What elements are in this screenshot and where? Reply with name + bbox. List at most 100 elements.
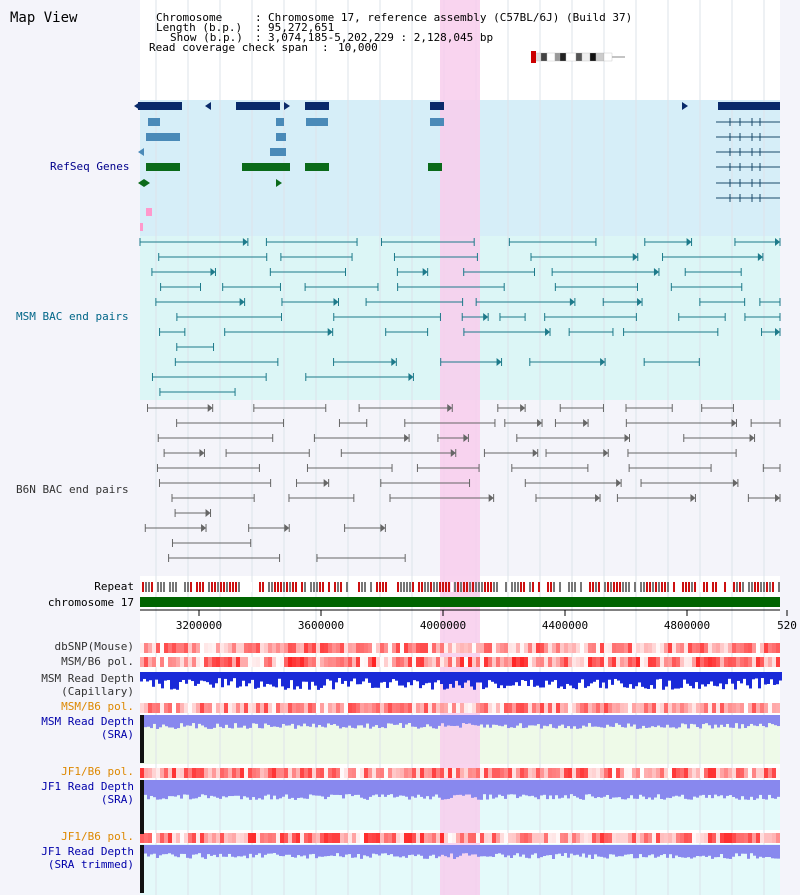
depth-bar	[503, 672, 506, 689]
repeat-feature	[529, 582, 531, 592]
depth-bar	[237, 780, 240, 796]
track-label-refseq-genes[interactable]: RefSeq Genes	[50, 160, 130, 173]
depth-bar	[534, 845, 537, 854]
depth-bar	[180, 780, 183, 799]
depth-bar	[609, 780, 612, 799]
depth-bar	[290, 672, 293, 681]
polymorphism-cell	[548, 643, 552, 653]
track-label-msm-bac[interactable]: MSM BAC end pairs	[16, 310, 129, 323]
polymorphism-cell	[224, 833, 228, 843]
depth-bar	[240, 780, 243, 800]
polymorphism-cell	[192, 703, 196, 713]
polymorphism-cell	[736, 833, 740, 843]
depth-bar	[623, 672, 626, 688]
depth-bar	[513, 780, 516, 795]
depth-bar	[594, 845, 597, 855]
depth-bar	[542, 672, 545, 688]
track-label-msm-b6-pol-2[interactable]: MSM/B6 pol.	[61, 700, 134, 713]
depth-bar	[492, 715, 495, 725]
depth-bar	[183, 845, 186, 854]
polymorphism-cell	[676, 657, 680, 667]
polymorphism-cell	[492, 833, 496, 843]
depth-bar	[170, 672, 173, 690]
polymorphism-cell	[612, 833, 616, 843]
gene-feature	[276, 133, 286, 141]
polymorphism-cell	[480, 833, 484, 843]
depth-bar	[249, 780, 252, 800]
track-label-jf1-b6-pol-1[interactable]: JF1/B6 pol.	[61, 765, 134, 778]
polymorphism-cell	[168, 833, 172, 843]
polymorphism-cell	[244, 768, 248, 778]
depth-bar	[213, 845, 216, 855]
depth-bar	[528, 780, 531, 797]
polymorphism-cell	[352, 703, 356, 713]
polymorphism-cell	[592, 657, 596, 667]
polymorphism-cell	[320, 703, 324, 713]
polymorphism-cell	[396, 833, 400, 843]
repeat-feature	[607, 582, 609, 592]
depth-bar	[387, 715, 390, 724]
polymorphism-cell	[400, 657, 404, 667]
depth-bar	[669, 780, 672, 799]
track-label-jf1-depth-trim[interactable]: JF1 Read Depth	[41, 845, 134, 858]
track-label-chromosome[interactable]: chromosome 17	[47, 596, 134, 609]
polymorphism-cell	[180, 643, 184, 653]
depth-bar	[590, 672, 593, 684]
track-label-jf1-depth-sra[interactable]: JF1 Read Depth	[41, 780, 134, 793]
repeat-feature	[352, 582, 354, 592]
polymorphism-cell	[148, 703, 152, 713]
track-label-msm-depth-cap[interactable]: MSM Read Depth	[41, 672, 134, 685]
depth-bar	[278, 672, 281, 679]
polymorphism-cell	[340, 643, 344, 653]
repeat-feature	[289, 582, 291, 592]
depth-bar	[345, 845, 348, 855]
depth-bar	[768, 845, 771, 858]
polymorphism-cell	[168, 703, 172, 713]
polymorphism-cell	[764, 643, 768, 653]
polymorphism-cell	[608, 768, 612, 778]
polymorphism-cell	[512, 768, 516, 778]
bac-end-arrow	[731, 419, 737, 427]
polymorphism-cell	[176, 833, 180, 843]
depth-bar	[677, 672, 680, 689]
track-label-jf1-b6-pol-2[interactable]: JF1/B6 pol.	[61, 830, 134, 843]
polymorphism-cell	[564, 768, 568, 778]
depth-bar	[159, 715, 162, 728]
depth-bar	[551, 672, 554, 682]
polymorphism-cell	[248, 768, 252, 778]
repeat-feature	[589, 582, 591, 592]
polymorphism-cell	[348, 657, 352, 667]
depth-bar	[470, 672, 473, 687]
polymorphism-cell	[292, 657, 296, 667]
track-label-dbsnp[interactable]: dbSNP(Mouse)	[54, 640, 134, 653]
depth-bar	[570, 715, 573, 729]
depth-bar	[357, 845, 360, 855]
polymorphism-cell	[140, 768, 144, 778]
map-view-title: Map View	[10, 10, 78, 26]
depth-bar	[261, 845, 264, 858]
polymorphism-cell	[416, 833, 420, 843]
polymorphism-cell	[768, 768, 772, 778]
polymorphism-cell	[156, 657, 160, 667]
depth-bar	[498, 715, 501, 726]
bac-end-arrow	[545, 328, 551, 336]
repeat-feature	[595, 582, 597, 592]
depth-bar	[171, 715, 174, 728]
depth-bar	[564, 715, 567, 729]
polymorphism-cell	[444, 657, 448, 667]
track-label-repeat[interactable]: Repeat	[94, 580, 134, 593]
track-label-msm-b6-pol-1[interactable]: MSM/B6 pol.	[61, 655, 134, 668]
repeat-feature	[427, 582, 429, 592]
polymorphism-cell	[396, 657, 400, 667]
polymorphism-cell	[176, 657, 180, 667]
track-label-b6n-bac[interactable]: B6N BAC end pairs	[16, 483, 129, 496]
polymorphism-cell	[272, 768, 276, 778]
depth-bar	[186, 845, 189, 858]
polymorphism-cell	[276, 833, 280, 843]
repeat-feature	[226, 582, 228, 592]
polymorphism-cell	[452, 833, 456, 843]
polymorphism-cell	[288, 643, 292, 653]
track-label-msm-depth-sra[interactable]: MSM Read Depth	[41, 715, 134, 728]
